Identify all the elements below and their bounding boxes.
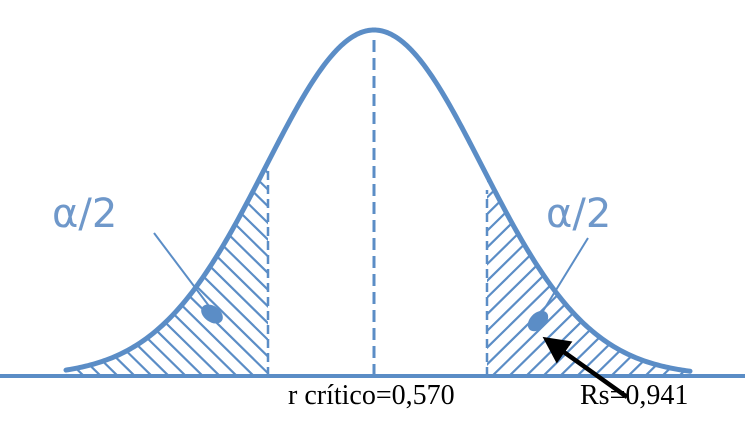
left-alpha-pointer [153,232,213,311]
bell-curve [63,27,693,374]
hatch-stroke [668,175,690,376]
hatch-stroke [487,175,516,376]
hatch-stroke [261,170,481,386]
right-alpha-label: α/2 [546,191,611,237]
hatch-stroke [227,170,447,386]
hatch-stroke [617,175,690,376]
critical-value-label: r crítico=0,570 [288,380,455,411]
hatch-stroke [213,169,268,376]
hatch-stroke [651,175,690,376]
hatch-stroke [487,175,499,376]
hatch-stroke [685,175,690,376]
hatch-stroke [0,170,26,386]
hatch-stroke [282,170,502,386]
hatch-stroke [634,175,690,376]
rs-value-label: Rs=0,941 [580,380,689,411]
hatch-stroke [247,169,268,376]
rs-arrow [542,336,629,399]
right-alpha-pointer [539,237,589,317]
hatch-stroke [720,170,745,386]
hatch-stroke [244,170,464,386]
hatch-stroke [0,170,43,386]
left-alpha-pointer-dot [201,304,223,324]
left-alpha-label: α/2 [52,191,117,237]
hatch-stroke [487,175,533,376]
right-alpha-pointer-dot [527,310,549,332]
hatch-stroke [703,170,745,386]
hatch-stroke [0,170,60,386]
